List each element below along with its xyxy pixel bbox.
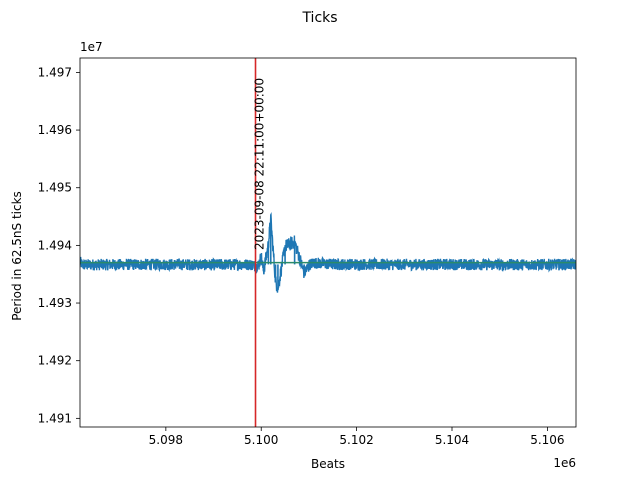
y-tick-label: 1.492 xyxy=(38,354,72,368)
plot-frame xyxy=(79,57,577,428)
y-tick-label: 1.496 xyxy=(38,123,72,137)
y-tick-label: 1.491 xyxy=(38,411,72,425)
x-axis-label: Beats xyxy=(311,457,345,471)
event-label: 2023-09-08 22:11:00+00:00 xyxy=(253,78,267,250)
x-tick-label: 5.102 xyxy=(339,433,373,447)
y-tick-label: 1.495 xyxy=(38,181,72,195)
x-tick-label: 5.100 xyxy=(244,433,278,447)
x-tick-label: 5.098 xyxy=(149,433,183,447)
series-line xyxy=(80,212,576,293)
x-offset-label: 1e6 xyxy=(553,456,576,470)
y-tick-label: 1.494 xyxy=(38,238,72,252)
x-tick-label: 5.106 xyxy=(530,433,564,447)
y-axis-label: Period in 62.5nS ticks xyxy=(10,191,24,321)
y-tick-label: 1.493 xyxy=(38,296,72,310)
x-tick-label: 5.104 xyxy=(435,433,469,447)
y-tick-label: 1.497 xyxy=(38,65,72,79)
plot-area: 2023-09-08 22:11:00+00:00 5.098 5.100 5.102… xyxy=(38,57,577,447)
chart-title: Ticks xyxy=(301,10,337,26)
y-offset-label: 1e7 xyxy=(80,40,103,54)
